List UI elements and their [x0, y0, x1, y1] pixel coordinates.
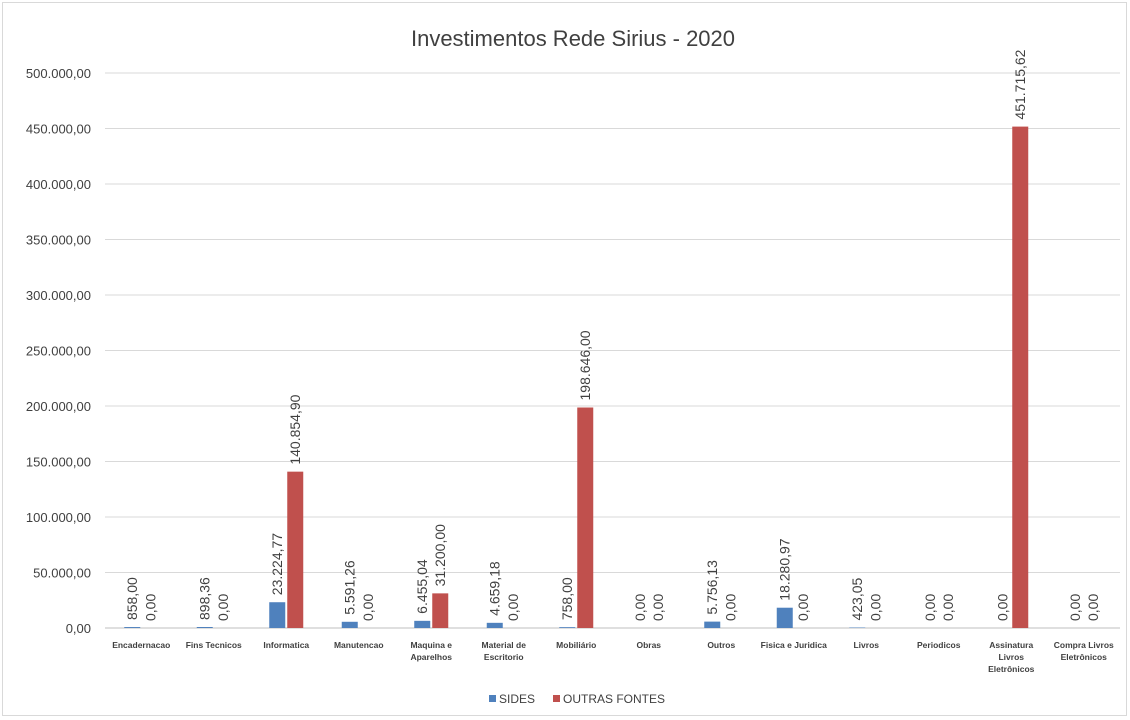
x-tick-label: Eletrônicos	[1061, 652, 1108, 662]
x-tick-label: Fisica e Juridica	[761, 640, 827, 650]
sides-bar	[124, 627, 141, 628]
x-tick-label: Compra Livros	[1054, 640, 1114, 650]
legend-swatch	[489, 695, 496, 702]
sides-bar	[486, 622, 503, 628]
outras-fontes-bar	[432, 593, 449, 628]
y-tick-label: 100.000,00	[26, 510, 91, 525]
bars	[124, 126, 1029, 628]
data-label: 23.224,77	[269, 533, 285, 595]
data-label: 0,00	[922, 594, 938, 621]
chart-title: Investimentos Rede Sirius - 2020	[411, 26, 735, 51]
legend-swatch	[553, 695, 560, 702]
data-label: 0,00	[1067, 594, 1083, 621]
data-label: 18.280,97	[777, 538, 793, 600]
outras-fontes-bar	[577, 407, 594, 628]
gridlines	[105, 72, 1120, 629]
x-axis-ticks: Encadernacao Fins Tecnicos Informatica Manu…	[112, 640, 1114, 674]
data-label: 0,00	[940, 594, 956, 621]
legend: SIDES OUTRAS FONTES	[489, 692, 665, 706]
data-label: 0,00	[722, 594, 738, 621]
sides-bar	[269, 602, 286, 628]
data-label: 0,00	[1085, 594, 1101, 621]
data-label: 5.756,13	[704, 560, 720, 615]
y-tick-label: 200.000,00	[26, 399, 91, 414]
data-label: 858,00	[124, 577, 140, 620]
x-tick-label: Material de	[482, 640, 527, 650]
x-tick-label: Escritorio	[484, 652, 524, 662]
x-tick-label: Informatica	[263, 640, 309, 650]
data-label: 6.455,04	[414, 559, 430, 614]
y-tick-label: 300.000,00	[26, 288, 91, 303]
y-tick-label: 150.000,00	[26, 455, 91, 470]
data-label: 0,00	[867, 594, 883, 621]
y-tick-label: 0,00	[66, 621, 91, 636]
x-tick-label: Fins Tecnicos	[186, 640, 242, 650]
x-tick-label: Mobiliário	[556, 640, 596, 650]
data-label: 0,00	[142, 594, 158, 621]
y-tick-label: 500.000,00	[26, 66, 91, 81]
x-tick-label: Encadernacao	[112, 640, 170, 650]
legend-label: OUTRAS FONTES	[563, 692, 665, 706]
sides-bar	[559, 627, 576, 628]
data-label: 198.646,00	[577, 330, 593, 400]
data-label: 0,00	[360, 594, 376, 621]
sides-bar	[704, 621, 721, 628]
data-labels: 858,00 0,00 898,36 0,0023.224,77140.854,905…	[124, 49, 1101, 621]
outras-fontes-bar	[287, 471, 304, 628]
y-tick-label: 400.000,00	[26, 177, 91, 192]
x-tick-label: Obras	[636, 640, 661, 650]
data-label: 758,00	[559, 577, 575, 620]
data-label: 423,05	[849, 577, 865, 620]
y-axis-ticks: 0,00 50.000,00 100.000,00 150.000,00 200.000…	[26, 66, 91, 636]
y-tick-label: 350.000,00	[26, 233, 91, 248]
data-label: 451.715,62	[1012, 49, 1028, 119]
data-label: 0,00	[650, 594, 666, 621]
x-tick-label: Livros	[853, 640, 879, 650]
data-label: 898,36	[197, 577, 213, 620]
sides-bar	[776, 607, 793, 628]
sides-bar	[196, 627, 213, 628]
outras-fontes-bar	[1012, 126, 1029, 628]
data-label: 0,00	[795, 594, 811, 621]
data-label: 0,00	[994, 594, 1010, 621]
data-label: 31.200,00	[432, 524, 448, 586]
x-tick-label: Assinatura	[989, 640, 1033, 650]
x-tick-label: Outros	[707, 640, 735, 650]
data-label: 0,00	[632, 594, 648, 621]
y-tick-label: 50.000,00	[33, 566, 91, 581]
y-tick-label: 450.000,00	[26, 122, 91, 137]
x-tick-label: Periodicos	[917, 640, 961, 650]
data-label: 4.659,18	[487, 561, 503, 616]
x-tick-label: Manutencao	[334, 640, 384, 650]
x-tick-label: Livros	[998, 652, 1024, 662]
x-tick-label: Aparelhos	[410, 652, 452, 662]
x-tick-label: Maquina e	[410, 640, 452, 650]
y-tick-label: 250.000,00	[26, 344, 91, 359]
data-label: 5.591,26	[342, 560, 358, 615]
data-label: 0,00	[505, 594, 521, 621]
data-label: 0,00	[215, 594, 231, 621]
sides-bar	[414, 620, 431, 628]
x-tick-label: Eletrônicos	[988, 664, 1035, 674]
sides-bar	[341, 621, 358, 628]
legend-label: SIDES	[499, 692, 535, 706]
data-label: 140.854,90	[287, 394, 303, 464]
